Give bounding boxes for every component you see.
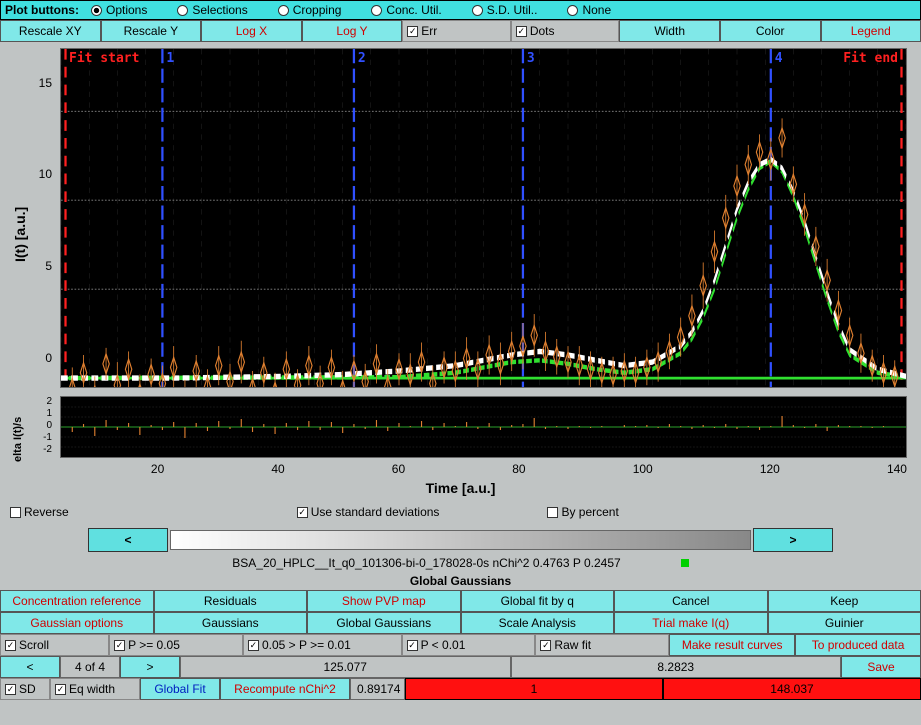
slider-right-button[interactable]: >: [753, 528, 833, 552]
options-row: Reverse ✓Use standard deviations By perc…: [0, 498, 921, 526]
plot-buttons-label: Plot buttons:: [5, 3, 83, 17]
radio-options[interactable]: Options: [91, 3, 147, 17]
err-checkbox[interactable]: ✓Err: [402, 20, 511, 42]
x-axis-ticks: 20406080100120140: [60, 458, 907, 476]
log-y-button[interactable]: Log Y: [302, 20, 403, 42]
residuals-button[interactable]: Residuals: [154, 590, 308, 612]
global-fit-by-q-button[interactable]: Global fit by q: [461, 590, 615, 612]
log-x-button[interactable]: Log X: [201, 20, 302, 42]
reverse-checkbox[interactable]: Reverse: [6, 502, 73, 522]
main-chart[interactable]: Fit startFit end1234: [60, 48, 907, 388]
make-result-button[interactable]: Make result curves: [669, 634, 795, 656]
slider-row: < >: [0, 526, 921, 554]
radio-s-d-util-[interactable]: S.D. Util..: [472, 3, 538, 17]
eqwidth-checkbox[interactable]: ✓Eq width: [50, 678, 140, 700]
chart-area: I(t) [a.u.] 151050 Fit startFit end1234 …: [0, 42, 921, 498]
radio-none[interactable]: None: [567, 3, 611, 17]
nav-value-2[interactable]: 8.2823: [511, 656, 842, 678]
section-title: Global Gaussians: [0, 572, 921, 590]
rawfit-checkbox[interactable]: ✓Raw fit: [535, 634, 669, 656]
nav-right-button[interactable]: >: [120, 656, 180, 678]
to-produced-button[interactable]: To produced data: [795, 634, 921, 656]
scroll-checkbox[interactable]: ✓Scroll: [0, 634, 109, 656]
x-axis-label: Time [a.u.]: [6, 476, 915, 496]
slider-track[interactable]: [170, 530, 751, 550]
bottom-row: ✓SD ✓Eq width Global Fit Recompute nChi^…: [0, 678, 921, 700]
nav-left-button[interactable]: <: [0, 656, 60, 678]
save-button[interactable]: Save: [841, 656, 921, 678]
sd-checkbox[interactable]: ✓SD: [0, 678, 50, 700]
color-button[interactable]: Color: [720, 20, 821, 42]
concentration-reference-button[interactable]: Concentration reference: [0, 590, 154, 612]
global-fit-button[interactable]: Global Fit: [140, 678, 220, 700]
plot-options-toolbar: Rescale XY Rescale Y Log X Log Y ✓Err ✓D…: [0, 20, 921, 42]
cancel-button[interactable]: Cancel: [614, 590, 768, 612]
radio-cropping[interactable]: Cropping: [278, 3, 342, 17]
use-sd-checkbox[interactable]: ✓Use standard deviations: [293, 502, 444, 522]
main-chart-ylabel: I(t) [a.u.]: [12, 207, 28, 262]
rescale-xy-button[interactable]: Rescale XY: [0, 20, 101, 42]
info-line: BSA_20_HPLC__It_q0_101306-bi-0_178028-0s…: [0, 554, 921, 572]
gaussians-button[interactable]: Gaussians: [154, 612, 308, 634]
radio-conc-util-[interactable]: Conc. Util.: [371, 3, 441, 17]
action-row-1: Concentration referenceResidualsShow PVP…: [0, 590, 921, 612]
resid-chart-ylabel: elta I(t)/s: [12, 417, 24, 462]
nchi2-value: 0.89174: [350, 678, 405, 700]
radio-selections[interactable]: Selections: [177, 3, 247, 17]
keep-button[interactable]: Keep: [768, 590, 921, 612]
residual-chart[interactable]: [60, 396, 907, 458]
p2-checkbox[interactable]: ✓0.05 > P >= 0.01: [243, 634, 402, 656]
show-pvp-map-button[interactable]: Show PVP map: [307, 590, 461, 612]
rescale-y-button[interactable]: Rescale Y: [101, 20, 202, 42]
nav-value-1[interactable]: 125.077: [180, 656, 511, 678]
p1-checkbox[interactable]: ✓P >= 0.05: [109, 634, 243, 656]
trial-make-i-q--button[interactable]: Trial make I(q): [614, 612, 768, 634]
scale-analysis-button[interactable]: Scale Analysis: [461, 612, 615, 634]
red-value-1[interactable]: 1: [405, 678, 663, 700]
width-button[interactable]: Width: [619, 20, 720, 42]
filters-row: ✓Scroll ✓P >= 0.05 ✓0.05 > P >= 0.01 ✓P …: [0, 634, 921, 656]
legend-button[interactable]: Legend: [821, 20, 921, 42]
p3-checkbox[interactable]: ✓P < 0.01: [402, 634, 536, 656]
guinier-button[interactable]: Guinier: [768, 612, 921, 634]
status-indicator-icon: [681, 559, 689, 567]
action-row-2: Gaussian optionsGaussiansGlobal Gaussian…: [0, 612, 921, 634]
dots-checkbox[interactable]: ✓Dots: [511, 20, 620, 42]
red-value-2[interactable]: 148.037: [663, 678, 921, 700]
plot-buttons-toolbar: Plot buttons: Options Selections Cropping C…: [0, 0, 921, 20]
nav-index: 4 of 4: [60, 656, 120, 678]
recompute-button[interactable]: Recompute nChi^2: [220, 678, 350, 700]
gaussian-options-button[interactable]: Gaussian options: [0, 612, 154, 634]
nav-row: < 4 of 4 > 125.077 8.2823 Save: [0, 656, 921, 678]
global-gaussians-button[interactable]: Global Gaussians: [307, 612, 461, 634]
by-percent-checkbox[interactable]: By percent: [543, 502, 622, 522]
slider-left-button[interactable]: <: [88, 528, 168, 552]
